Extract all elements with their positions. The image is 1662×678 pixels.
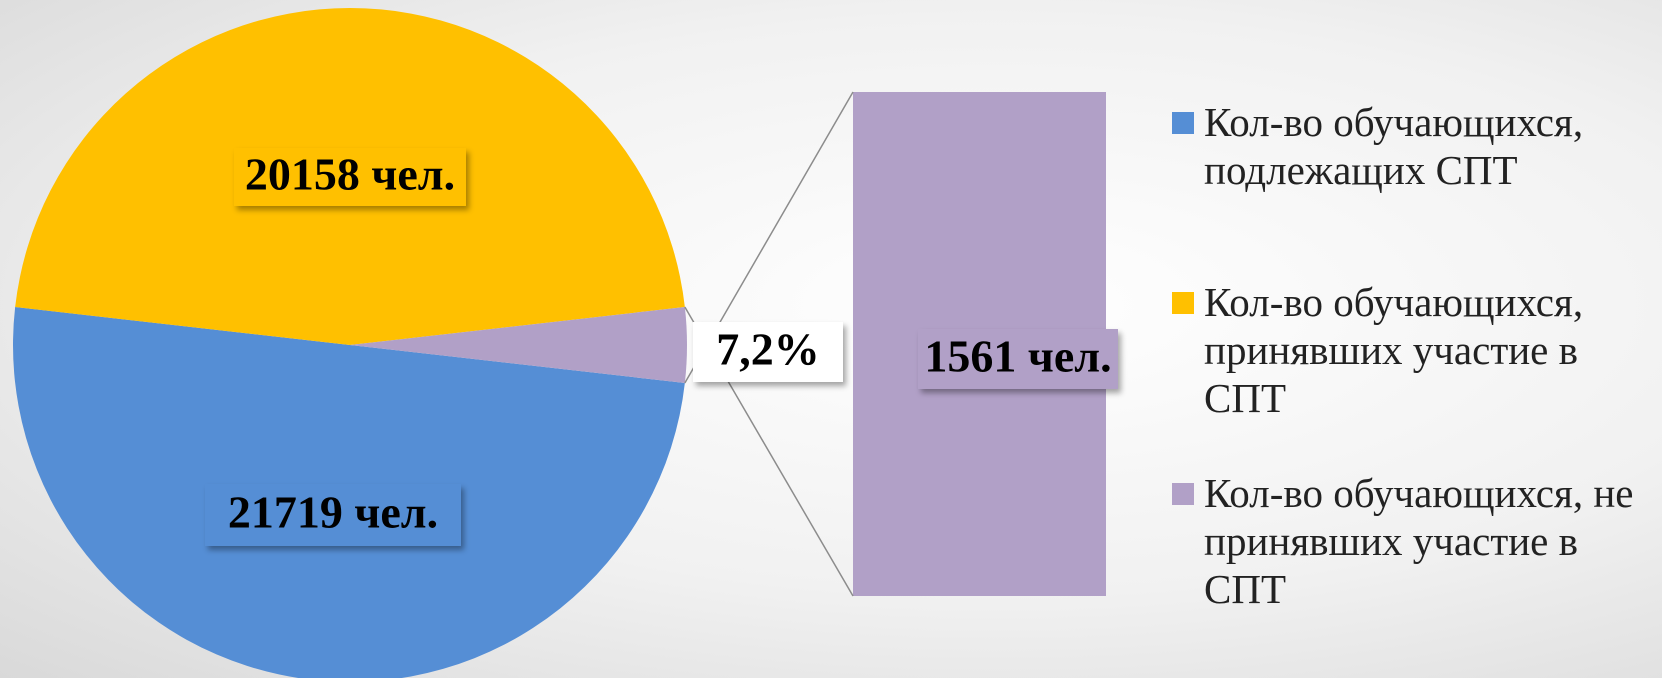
legend-entry: Кол-во обучающихся, не принявших участие…	[1172, 469, 1652, 613]
legend-label: Кол-во обучающихся, подлежащих СПТ	[1204, 99, 1584, 193]
legend-entry: Кол-во обучающихся, подлежащих СПТ	[1172, 98, 1652, 194]
label-box	[234, 148, 466, 206]
data-label: 21719 чел.	[228, 487, 438, 538]
data-label: 7,2%	[716, 324, 820, 375]
data-label: 20158 чел.	[245, 149, 455, 200]
legend-label: Кол-во обучающихся, принявших участие в …	[1204, 279, 1584, 421]
legend-label: Кол-во обучающихся, не принявших участие…	[1204, 470, 1634, 612]
data-label: 1561 чел.	[924, 331, 1111, 382]
label-box	[205, 484, 461, 546]
legend-swatch	[1172, 292, 1194, 314]
label-box	[693, 322, 843, 382]
pie-slice	[350, 307, 687, 383]
legend-swatch	[1172, 112, 1194, 134]
legend-swatch	[1172, 483, 1194, 505]
label-box	[918, 329, 1118, 389]
legend-entry: Кол-во обучающихся, принявших участие в …	[1172, 278, 1652, 422]
